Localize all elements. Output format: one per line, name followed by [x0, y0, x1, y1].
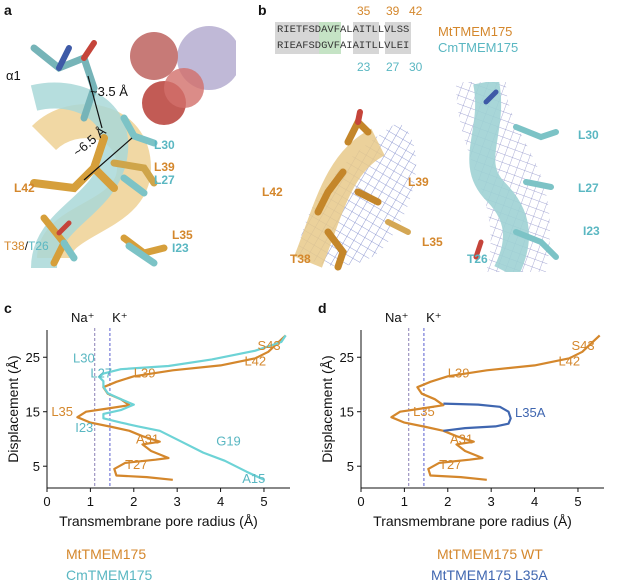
y-tick-label: 15 [26, 405, 40, 420]
mt-number-42: 42 [409, 4, 423, 18]
panel-a-helix-label: α1 [6, 68, 21, 83]
x-tick-label: 4 [217, 494, 224, 509]
residue-label: G19 [216, 434, 241, 449]
series-line [76, 334, 287, 481]
panel-b-residue-l30: L30 [578, 128, 599, 142]
residue-label: L42 [558, 353, 580, 368]
reference-line-label: Na⁺ [71, 310, 94, 325]
residue-label: A15 [242, 471, 265, 486]
panel-a-residue-l39: L39 [154, 160, 175, 174]
cm-number-23: 23 [357, 60, 371, 74]
x-tick-label: 3 [174, 494, 181, 509]
series-line [98, 334, 287, 481]
residue-label: T27 [125, 457, 147, 472]
panel-b-residue-t38: T38 [290, 252, 311, 266]
cm-number-30: 30 [409, 60, 423, 74]
y-tick-label: 25 [26, 350, 40, 365]
residue-label: L39 [448, 365, 470, 380]
residue-label: S43 [571, 338, 594, 353]
panel-a-t38-t26: T38/T26 [4, 239, 49, 253]
panel-a-residue-t38: T38 [4, 239, 25, 253]
reference-line-label: K⁺ [112, 310, 128, 325]
sequence-alignment [275, 22, 435, 63]
y-tick-label: 25 [340, 350, 354, 365]
residue-label: I23 [75, 420, 93, 435]
residue-label: L35A [515, 405, 546, 420]
reference-line-label: K⁺ [426, 310, 442, 325]
legend-c-cm: CmTMEM175 [66, 567, 153, 583]
mt-sequence: RIETFSDAVFALAITLLVLSS [277, 24, 410, 36]
residue-label: A31 [450, 431, 473, 446]
x-tick-label: 2 [444, 494, 451, 509]
series-line [390, 334, 601, 481]
x-tick-label: 1 [401, 494, 408, 509]
residue-label: L39 [134, 365, 156, 380]
x-tick-label: 3 [488, 494, 495, 509]
cm-name: CmTMEM175 [438, 40, 519, 55]
x-tick-label: 5 [574, 494, 581, 509]
residue-label: L35 [413, 404, 435, 419]
chart-c: 0 1 2 3 4 5 5 15 25 Transmembrane pore radius (Å)… [5, 310, 290, 529]
series-line [443, 402, 512, 432]
mt-name: MtTMEM175 [438, 24, 513, 39]
x-tick-label: 0 [357, 494, 364, 509]
y-tick-label: 5 [33, 459, 40, 474]
y-tick-label: 15 [340, 405, 354, 420]
y-tick-label: 5 [347, 459, 354, 474]
panel-a-residue-l35: L35 [172, 228, 193, 242]
cm-number-27: 27 [386, 60, 400, 74]
panel-a-distance-1: ~3.5 Å [90, 84, 128, 99]
y-axis-label: Displacement (Å) [5, 355, 21, 462]
x-axis-label: Transmembrane pore radius (Å) [59, 513, 258, 529]
residue-label: T27 [439, 457, 461, 472]
panel-b-residue-l42: L42 [262, 185, 283, 199]
panel-b-right-density [446, 82, 588, 272]
panel-label-c: c [4, 300, 12, 316]
residue-label: L42 [244, 353, 266, 368]
mt-number-39: 39 [386, 4, 400, 18]
panel-a-residue-l27: L27 [154, 173, 175, 187]
sequence-alignment-graphic [275, 22, 411, 54]
legend-d-l35a: MtTMEM175 L35A [431, 567, 548, 583]
chart-d: 0 1 2 3 4 5 5 15 25 Transmembrane pore radius (Å)… [319, 310, 604, 529]
residue-label: A31 [136, 431, 159, 446]
legend-c-mt: MtTMEM175 [66, 546, 147, 562]
panel-a-residue-l42: L42 [14, 181, 35, 195]
panel-a-slash: / [24, 239, 29, 253]
residue-label: L35 [51, 404, 73, 419]
panel-a-residue-i23: I23 [172, 241, 189, 255]
residue-label: L30 [73, 351, 95, 366]
legend-d-wt: MtTMEM175 WT [437, 546, 543, 562]
reference-line-label: Na⁺ [385, 310, 408, 325]
x-tick-label: 2 [130, 494, 137, 509]
x-axis-label: Transmembrane pore radius (Å) [373, 513, 572, 529]
panel-b-right-density-graphic [456, 82, 559, 272]
panel-label-b: b [258, 2, 267, 18]
panel-a-structure [14, 18, 236, 278]
panel-b-residue-l39: L39 [408, 175, 429, 189]
panel-b-residue-t26: T26 [467, 252, 488, 266]
x-tick-label: 1 [87, 494, 94, 509]
y-axis-label: Displacement (Å) [319, 355, 335, 462]
x-tick-label: 0 [43, 494, 50, 509]
x-tick-label: 4 [531, 494, 538, 509]
panel-label-d: d [318, 300, 327, 316]
panel-b-residue-l35: L35 [422, 235, 443, 249]
x-tick-label: 5 [260, 494, 267, 509]
cm-sequence: RIEAFSDGVFAIAITLLVLEI [277, 40, 410, 52]
panel-b-residue-l27: L27 [578, 181, 599, 195]
panel-b-left-density [288, 82, 444, 272]
mt-number-35: 35 [357, 4, 371, 18]
panel-label-a: a [4, 2, 12, 18]
residue-label: S43 [257, 338, 280, 353]
panel-a-residue-l30: L30 [154, 138, 175, 152]
panel-a-structure-graphic [30, 26, 236, 270]
panel-b-residue-i23: I23 [583, 224, 600, 238]
panel-b-left-density-graphic [294, 109, 417, 271]
residue-label: L27 [90, 365, 112, 380]
panel-a-residue-t26: T26 [28, 239, 49, 253]
